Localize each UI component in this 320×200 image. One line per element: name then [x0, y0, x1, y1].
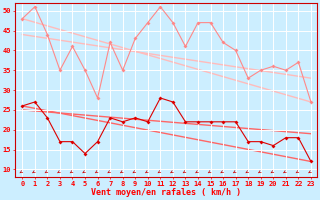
- X-axis label: Vent moyen/en rafales ( km/h ): Vent moyen/en rafales ( km/h ): [91, 188, 241, 197]
